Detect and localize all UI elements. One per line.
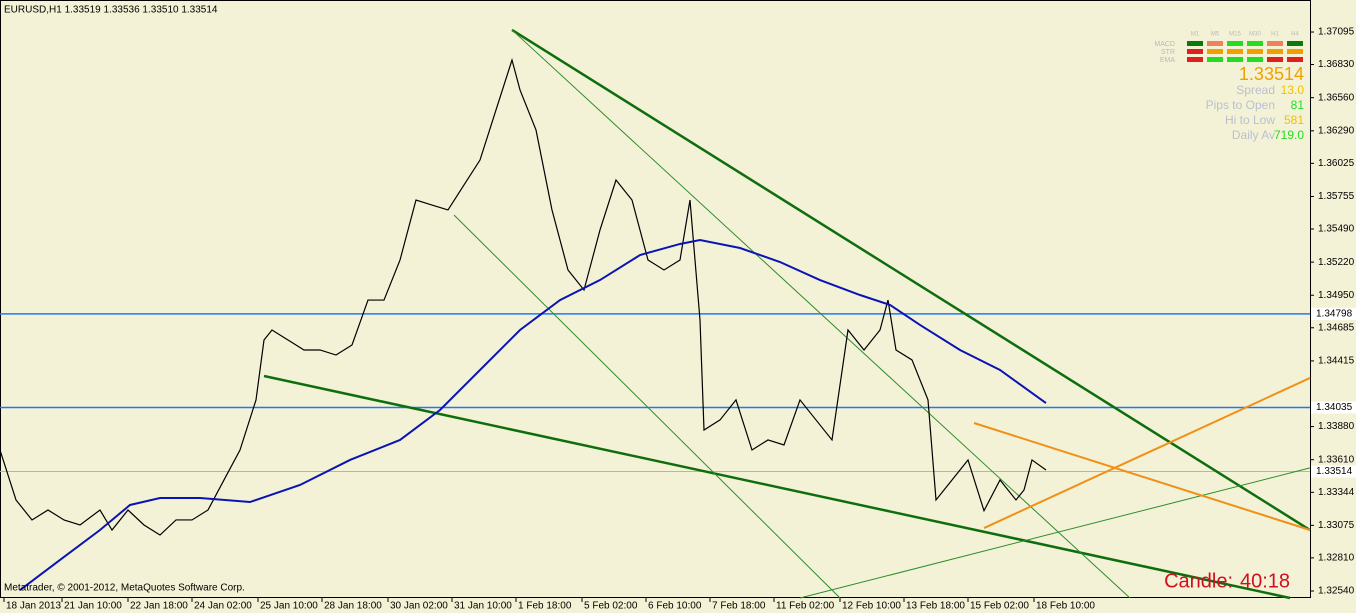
indicator-price: 1.33514 [1239,64,1304,84]
price-tag-label: 1.34035 [1316,402,1353,413]
plot-frame [0,0,1311,598]
trendline [973,422,1311,531]
indicator-row-label: Pips to Open [1206,98,1275,112]
indicator-row-label: Hi to Low [1225,113,1275,127]
signal-label: STR [1161,49,1175,56]
x-tick-label: 1 Feb 18:00 [518,601,572,612]
signal-cell [1187,41,1203,46]
x-tick-label: 12 Feb 10:00 [842,601,901,612]
signal-cell [1187,57,1203,62]
y-tick-label: 1.35220 [1318,257,1355,268]
x-tick-label: 24 Jan 02:00 [194,601,252,612]
signal-cell [1267,57,1283,62]
y-tick-label: 1.35755 [1318,191,1355,202]
indicator-row-value: 581 [1284,113,1304,127]
y-tick-label: 1.34415 [1318,356,1355,367]
y-tick-label: 1.36830 [1318,59,1355,70]
x-tick-label: 11 Feb 02:00 [776,601,835,612]
x-tick-label: 15 Feb 02:00 [970,601,1029,612]
signal-cell [1287,41,1303,46]
indicator-row-value: 81 [1291,98,1305,112]
signal-cell [1207,41,1223,46]
x-tick-label: 18 Feb 10:00 [1036,601,1095,612]
timeframe-label: M1 [1191,32,1200,38]
indicator-row-value: 719.0 [1274,128,1304,142]
price-tag-label: 1.33514 [1316,466,1353,477]
trendline [453,214,841,599]
signal-label: EMA [1160,57,1176,64]
signal-cell [1247,57,1263,62]
timeframe-label: H1 [1271,32,1279,38]
y-tick-label: 1.33610 [1318,454,1355,465]
signal-cell [1227,41,1243,46]
price-tag [1311,307,1356,320]
x-tick-label: 21 Jan 10:00 [64,601,122,612]
trendline [983,377,1311,529]
price-tag [1311,401,1356,414]
timeframe-label: M15 [1229,32,1241,38]
timeframe-label: M30 [1249,32,1261,38]
candle-time: 40:18 [1240,570,1290,592]
price-line [0,57,1047,536]
trendline [799,467,1311,599]
trendline [511,28,1311,532]
y-tick-label: 1.37095 [1318,27,1355,38]
signal-cell [1267,41,1283,46]
signal-cell [1227,49,1243,54]
signal-cell [1287,49,1303,54]
y-tick-label: 1.36290 [1318,125,1355,136]
x-tick-label: 25 Jan 10:00 [260,601,318,612]
x-tick-label: 5 Feb 02:00 [584,601,638,612]
y-tick-label: 1.34950 [1318,290,1355,301]
y-tick-label: 1.34685 [1318,322,1355,333]
chart-header: EURUSD,H1 1.33519 1.33536 1.33510 1.3351… [4,5,218,16]
indicator-row-label: Spread [1236,83,1275,97]
signal-cell [1247,49,1263,54]
timeframe-label: M5 [1211,32,1220,38]
price-tag [1311,465,1356,478]
x-tick-label: 31 Jan 10:00 [454,601,512,612]
x-tick-label: 30 Jan 02:00 [390,601,448,612]
y-tick-label: 1.35490 [1318,224,1355,235]
price-tag-label: 1.34798 [1316,309,1353,320]
y-tick-label: 1.33880 [1318,421,1355,432]
signal-label: MACD [1154,41,1175,48]
candle-label: Candle: [1164,570,1233,592]
x-tick-label: 13 Feb 18:00 [906,601,965,612]
copyright: Metatrader, © 2001-2012, MetaQuotes Soft… [4,583,245,594]
y-tick-label: 1.36560 [1318,92,1355,103]
signal-cell [1207,57,1223,62]
x-tick-label: 6 Feb 10:00 [648,601,702,612]
y-tick-label: 1.36025 [1318,158,1355,169]
x-tick-label: 18 Jan 2013 [6,601,61,612]
x-tick-label: 28 Jan 18:00 [324,601,382,612]
y-tick-label: 1.33344 [1318,487,1355,498]
signal-cell [1247,41,1263,46]
plot-area [0,28,1311,600]
signal-cell [1187,49,1203,54]
moving-average [19,239,1047,591]
y-tick-label: 1.33075 [1318,520,1355,531]
timeframe-label: H4 [1291,32,1299,38]
signal-cell [1287,57,1303,62]
indicator-row-label: Daily Av [1232,128,1275,142]
signal-cell [1267,49,1283,54]
x-tick-label: 7 Feb 18:00 [712,601,766,612]
signal-cell [1227,57,1243,62]
indicator-row-value: 13.0 [1281,83,1305,97]
x-tick-label: 22 Jan 18:00 [130,601,188,612]
y-tick-label: 1.32540 [1318,586,1355,597]
y-tick-label: 1.32810 [1318,553,1355,564]
trendline [511,29,1131,599]
signal-cell [1207,49,1223,54]
